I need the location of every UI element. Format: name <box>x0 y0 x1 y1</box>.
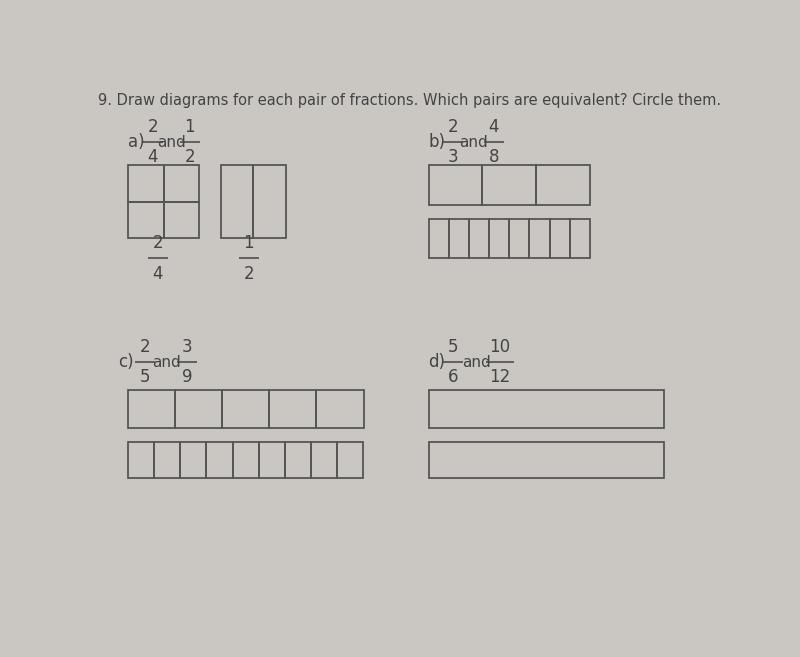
Text: 9: 9 <box>182 368 192 386</box>
Text: 9. Draw diagrams for each pair of fractions. Which pairs are equivalent? Circle : 9. Draw diagrams for each pair of fracti… <box>98 93 722 108</box>
Text: 6: 6 <box>448 368 458 386</box>
Text: 3: 3 <box>448 148 458 166</box>
Bar <box>449 219 469 258</box>
Bar <box>536 165 590 205</box>
Bar <box>258 442 285 478</box>
Text: and: and <box>152 355 181 370</box>
Bar <box>510 219 530 258</box>
Text: 1: 1 <box>185 118 195 136</box>
Bar <box>128 442 154 478</box>
Bar <box>154 442 180 478</box>
Bar <box>338 442 363 478</box>
Bar <box>482 165 536 205</box>
Bar <box>128 165 163 202</box>
Text: 5: 5 <box>140 368 150 386</box>
Bar <box>175 390 222 428</box>
Bar <box>222 390 270 428</box>
Bar <box>550 219 570 258</box>
Text: 2: 2 <box>243 265 254 283</box>
Bar <box>469 219 489 258</box>
Text: 2: 2 <box>152 235 163 252</box>
Text: and: and <box>462 355 491 370</box>
Bar <box>128 202 163 238</box>
Text: c): c) <box>118 353 134 371</box>
Text: 10: 10 <box>490 338 510 356</box>
Text: d): d) <box>429 353 446 371</box>
Bar <box>128 390 175 428</box>
Bar <box>180 442 206 478</box>
Bar <box>311 442 338 478</box>
Bar <box>429 219 449 258</box>
Text: 12: 12 <box>490 368 510 386</box>
Bar <box>233 442 258 478</box>
Text: 2: 2 <box>147 118 158 136</box>
Bar <box>206 442 233 478</box>
Bar <box>570 219 590 258</box>
Text: a): a) <box>128 133 145 151</box>
Bar <box>429 165 482 205</box>
Text: b): b) <box>429 133 446 151</box>
Text: 1: 1 <box>243 235 254 252</box>
Text: 2: 2 <box>140 338 150 356</box>
Text: 2: 2 <box>448 118 458 136</box>
Text: 3: 3 <box>182 338 192 356</box>
Bar <box>489 219 509 258</box>
Bar <box>270 390 316 428</box>
Text: 4: 4 <box>147 148 158 166</box>
Bar <box>221 165 254 238</box>
Text: 8: 8 <box>489 148 499 166</box>
Bar <box>254 165 286 238</box>
Bar <box>163 165 199 202</box>
Bar <box>429 390 664 428</box>
Text: 4: 4 <box>489 118 499 136</box>
Bar <box>285 442 311 478</box>
Bar <box>163 202 199 238</box>
Text: 2: 2 <box>185 148 195 166</box>
Text: and: and <box>459 135 488 150</box>
Text: and: and <box>157 135 186 150</box>
Bar <box>429 442 664 478</box>
Text: 5: 5 <box>448 338 458 356</box>
Bar <box>530 219 550 258</box>
Bar <box>316 390 363 428</box>
Text: 4: 4 <box>153 265 163 283</box>
